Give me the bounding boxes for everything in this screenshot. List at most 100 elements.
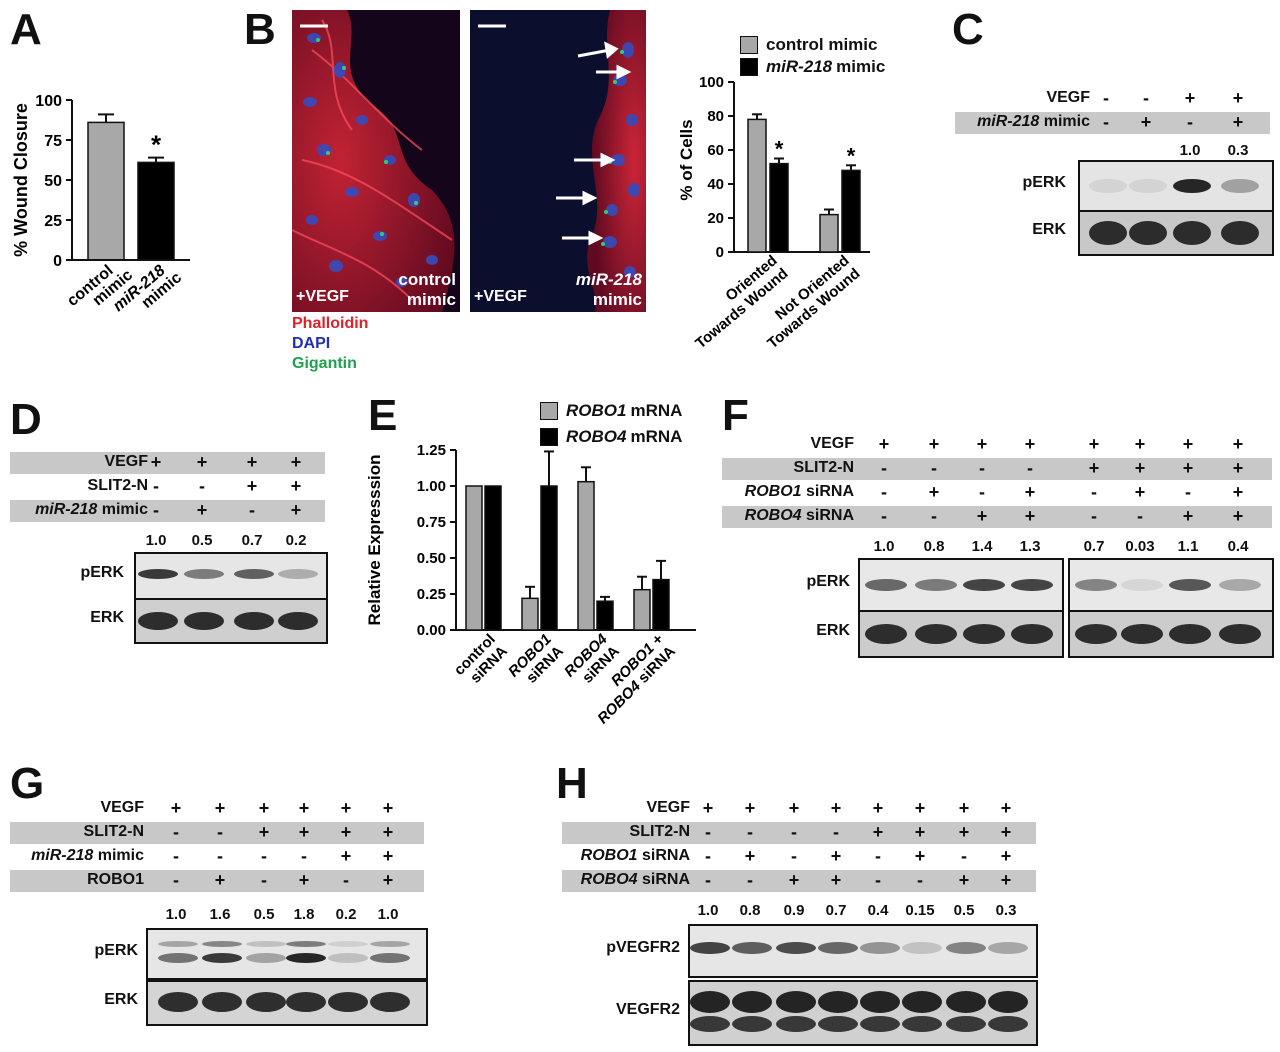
condition-symbol: + xyxy=(958,822,970,842)
condition-symbol: + xyxy=(1134,458,1146,478)
blot-bands xyxy=(865,624,1053,644)
band xyxy=(370,941,410,947)
band xyxy=(1129,221,1167,245)
panel-letter-g: G xyxy=(10,759,45,808)
y-tick-label: 75 xyxy=(44,133,62,150)
condition-symbol: + xyxy=(928,434,940,454)
condition-symbol: - xyxy=(833,822,839,842)
band xyxy=(1075,579,1117,591)
band xyxy=(1075,624,1117,644)
condition-symbol: + xyxy=(958,798,970,818)
bar xyxy=(87,121,125,261)
band xyxy=(1169,624,1211,644)
y-tick-label: 80 xyxy=(707,108,724,125)
band xyxy=(690,942,730,954)
band xyxy=(138,569,178,579)
condition-symbol: + xyxy=(1232,434,1244,454)
bar xyxy=(819,213,839,253)
bar xyxy=(137,161,175,261)
legend-swatch-robo1 xyxy=(540,402,558,420)
band xyxy=(1089,221,1127,245)
condition-symbol: - xyxy=(705,822,711,842)
band xyxy=(278,612,318,630)
condition-symbol: + xyxy=(1000,798,1012,818)
significance-star: * xyxy=(151,130,162,160)
quant-value: 0.4 xyxy=(867,902,889,919)
band xyxy=(184,612,224,630)
condition-row-shade xyxy=(10,870,424,892)
condition-symbol: + xyxy=(976,434,988,454)
blot-bands xyxy=(138,612,318,630)
condition-symbol: - xyxy=(791,846,797,866)
band xyxy=(184,569,224,579)
condition-symbol: + xyxy=(290,500,302,520)
condition-symbol: + xyxy=(340,798,352,818)
quant-value: 1.6 xyxy=(209,906,231,923)
quant-value: 0.3 xyxy=(995,902,1017,919)
panel-letter-f: F xyxy=(722,391,749,440)
condition-symbol: - xyxy=(343,870,349,890)
condition-symbol: + xyxy=(1000,846,1012,866)
band xyxy=(328,953,368,963)
panel-e-legend: ROBO1 mRNA ROBO4 mRNA xyxy=(540,398,682,450)
y-tick-label: 100 xyxy=(699,74,724,91)
blot-bands xyxy=(158,992,410,1012)
band xyxy=(818,1016,858,1032)
condition-symbol: + xyxy=(214,870,226,890)
quant-value: 0.4 xyxy=(1227,538,1249,555)
band xyxy=(328,992,368,1012)
condition-symbol: - xyxy=(1137,506,1143,526)
condition-symbol: + xyxy=(914,798,926,818)
band xyxy=(246,992,286,1012)
condition-symbol: - xyxy=(747,822,753,842)
blot-image xyxy=(858,610,1064,658)
micro-left-treatment: +VEGF xyxy=(296,288,349,305)
quant-value: 1.0 xyxy=(145,532,167,549)
condition-symbol: + xyxy=(1182,434,1194,454)
condition-symbol: + xyxy=(1182,458,1194,478)
bar xyxy=(633,588,651,631)
band xyxy=(946,1016,986,1032)
condition-symbol: - xyxy=(173,870,179,890)
condition-row-shade xyxy=(10,500,325,522)
condition-symbol: - xyxy=(217,846,223,866)
condition-row-label: ROBO1 siRNA xyxy=(580,847,690,864)
condition-symbol: - xyxy=(1103,88,1109,108)
legend-robo4-prefix: ROBO4 xyxy=(566,427,627,446)
condition-symbol: + xyxy=(290,452,302,472)
micro-left-label-1: control xyxy=(398,270,456,289)
condition-symbol: - xyxy=(791,822,797,842)
blot-label: pVEGFR2 xyxy=(606,939,680,956)
condition-symbol: + xyxy=(382,822,394,842)
condition-symbol: + xyxy=(1134,434,1146,454)
band xyxy=(860,942,900,954)
condition-symbol: - xyxy=(153,500,159,520)
quant-value: 0.3 xyxy=(1227,142,1249,159)
band xyxy=(1169,579,1211,591)
quant-value: 0.5 xyxy=(953,902,975,919)
condition-symbol: - xyxy=(1091,482,1097,502)
blot-bands xyxy=(690,991,1028,1032)
condition-row-label: ROBO1 xyxy=(87,871,144,888)
band xyxy=(902,942,942,954)
band xyxy=(988,991,1028,1013)
panel-letter-b: B xyxy=(244,5,276,54)
condition-symbol: + xyxy=(1232,458,1244,478)
quant-value: 1.0 xyxy=(1179,142,1201,159)
y-tick-label: 0.50 xyxy=(417,550,446,567)
bar xyxy=(652,578,670,631)
condition-symbol: + xyxy=(1088,434,1100,454)
condition-symbol: + xyxy=(702,798,714,818)
legend-control: control mimic xyxy=(766,35,878,54)
condition-symbol: + xyxy=(382,870,394,890)
condition-symbol: - xyxy=(261,870,267,890)
blot-label: pERK xyxy=(806,573,850,590)
condition-symbol: - xyxy=(153,476,159,496)
band xyxy=(158,992,198,1012)
condition-symbol: - xyxy=(705,846,711,866)
blot-label: ERK xyxy=(104,991,138,1008)
condition-row-label: SLIT2-N xyxy=(793,459,854,476)
blot-image xyxy=(1068,558,1274,612)
band xyxy=(963,579,1005,591)
condition-symbol: - xyxy=(261,846,267,866)
